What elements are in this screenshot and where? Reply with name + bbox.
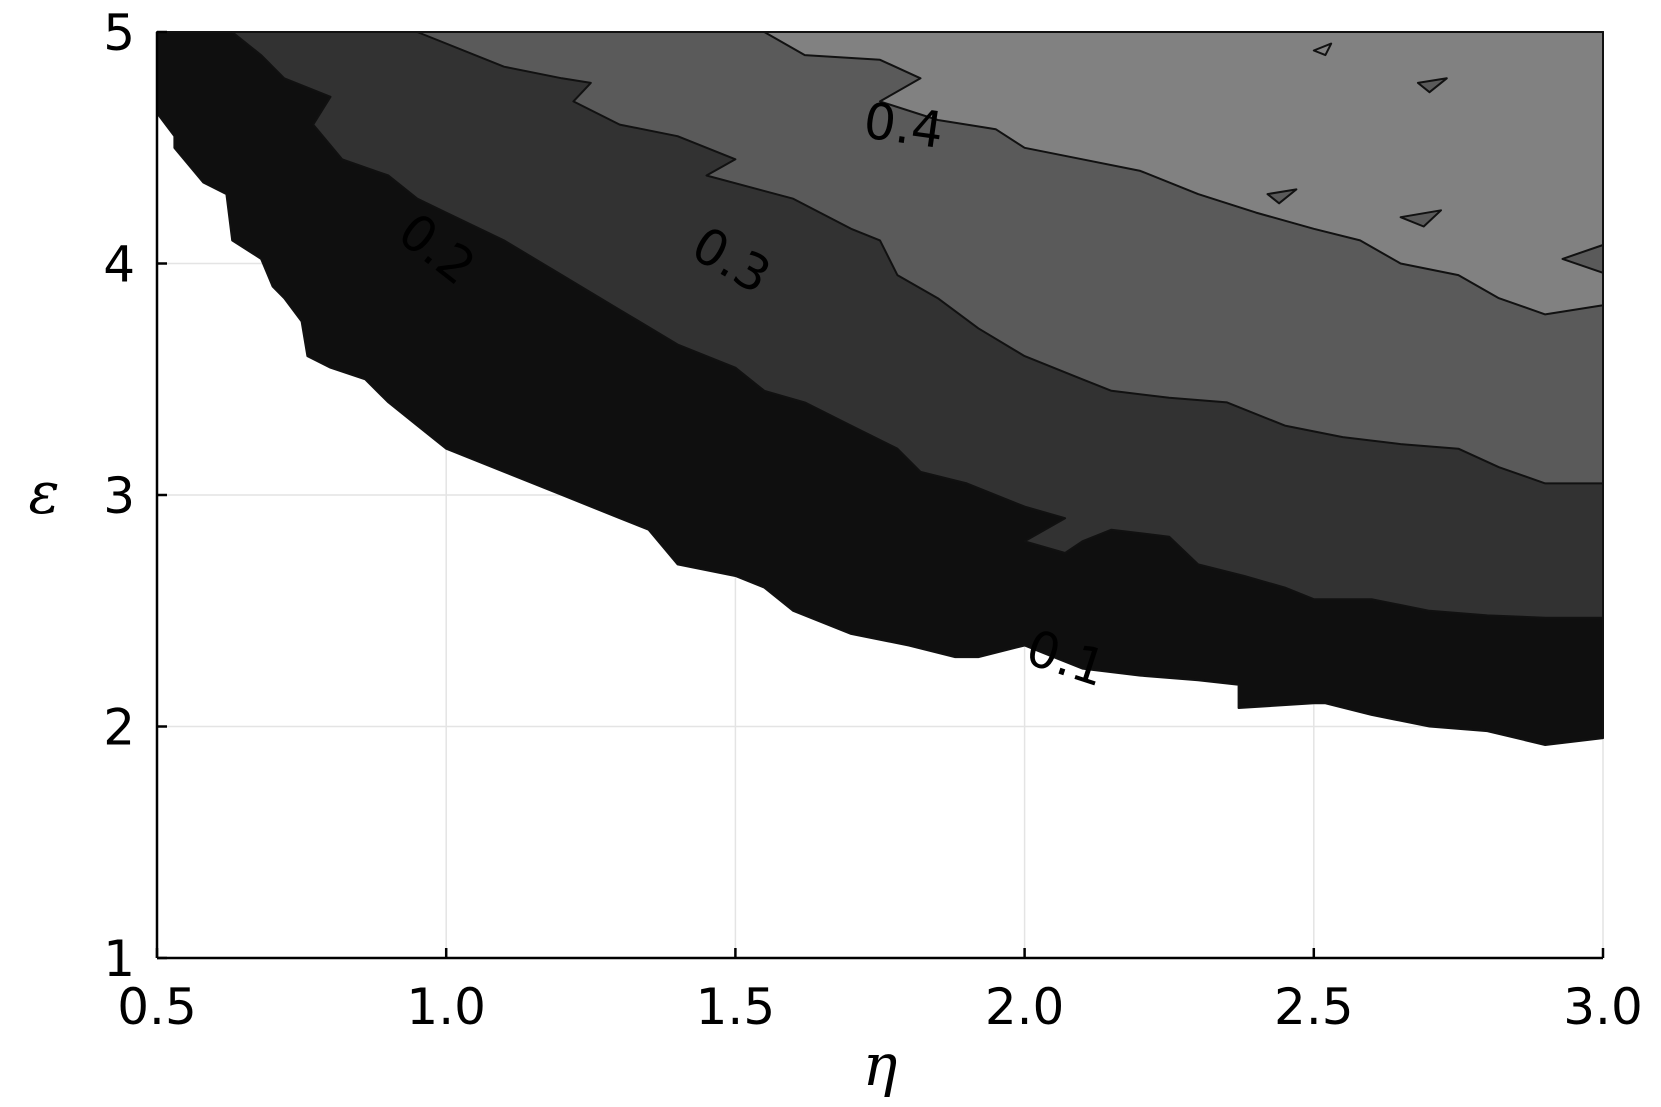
contour-island <box>1561 244 1604 274</box>
y-tick-label: 1 <box>103 930 135 988</box>
contour-island <box>1312 42 1333 57</box>
x-axis-ticks: 0.5 1.0 1.5 2.0 2.5 3.0 <box>117 948 1643 1036</box>
x-tick-label: 2.0 <box>985 978 1065 1036</box>
y-tick-label: 3 <box>103 467 135 525</box>
x-tick-label: 3.0 <box>1563 978 1643 1036</box>
contour-islands <box>1266 42 1604 274</box>
y-axis-title: ε <box>28 459 59 527</box>
contour-label: 0.4 <box>860 92 947 161</box>
contour-bands <box>156 31 1604 746</box>
contour-island <box>1266 188 1298 205</box>
x-axis-title: η <box>863 1031 898 1099</box>
x-tick-label: 0.5 <box>117 978 197 1036</box>
y-axis-ticks: 1 2 3 4 5 <box>103 4 167 988</box>
x-tick-label: 1.5 <box>696 978 776 1036</box>
x-tick-label: 1.0 <box>406 978 486 1036</box>
contour-band-0-4 <box>763 31 1604 316</box>
contour-island <box>1416 77 1448 94</box>
x-tick-label: 2.5 <box>1274 978 1354 1036</box>
y-tick-label: 5 <box>103 4 135 62</box>
y-tick-label: 4 <box>103 236 135 294</box>
y-tick-label: 2 <box>103 699 135 757</box>
contour-island <box>1399 209 1442 228</box>
